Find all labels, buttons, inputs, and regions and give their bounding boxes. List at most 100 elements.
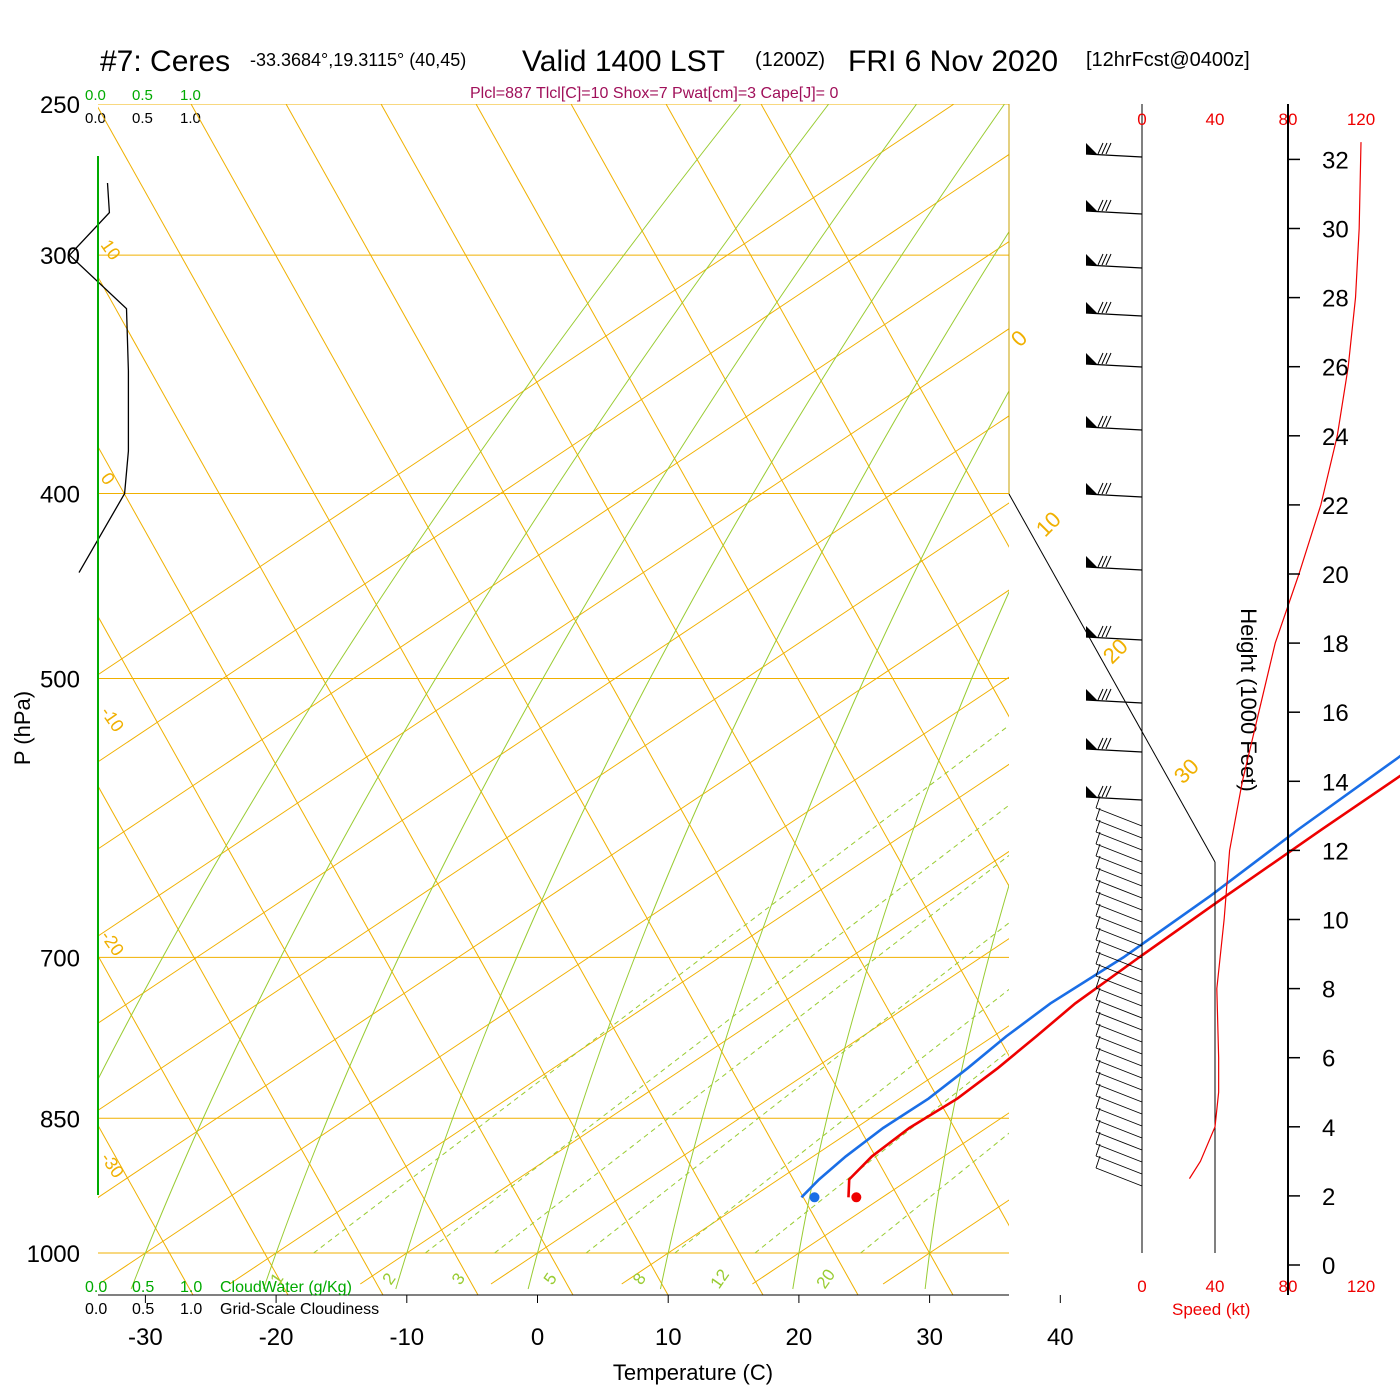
cloudwater-scale-top: 0.0 0.5 1.0 <box>85 87 201 104</box>
diagonal-line <box>0 45 3 1295</box>
dry-adiabat-line <box>659 390 1009 1290</box>
mixing-ratio-label: 12 <box>707 1266 733 1292</box>
isotherm-label: -20 <box>97 927 128 960</box>
temperature-tick-label: 0 <box>531 1324 544 1351</box>
cloudwater-tick-top: 0.0 <box>85 87 106 104</box>
diagonal-line <box>475 104 1009 1057</box>
wind-barb-flag <box>1095 807 1101 821</box>
wind-barb-shaft <box>1095 1119 1143 1139</box>
wind-barb-flag <box>1097 253 1104 266</box>
wind-barb-shaft <box>1095 819 1143 839</box>
wind-barb-flag <box>1101 142 1108 155</box>
isotherm-label: 0 <box>1006 325 1032 351</box>
wind-barb-flag <box>1105 625 1112 638</box>
dry-adiabat-line <box>130 104 830 1290</box>
wind-barb-flag <box>1105 785 1112 798</box>
isotherm-label: -10 <box>97 703 128 736</box>
temperature-surface-point <box>851 1192 862 1203</box>
mixing-ratio-line <box>585 922 1009 1254</box>
temperature-tick-label: -30 <box>128 1324 163 1351</box>
wind-barb-flag <box>1105 142 1112 155</box>
pressure-tick-label: 700 <box>40 945 80 972</box>
wind-barb-pennant <box>1086 143 1097 154</box>
wind-barb-shaft <box>1095 843 1143 863</box>
wind-barb-pennant <box>1086 483 1097 494</box>
cloudwater-tick-bottom: 0.5 <box>132 1279 154 1296</box>
wind-barb-shaft <box>1095 963 1143 983</box>
wind-barb-flag <box>1101 625 1108 638</box>
isotherm-line <box>98 589 1009 1199</box>
wind-barb-flag <box>1095 1095 1101 1109</box>
wind-barb-flag <box>1095 795 1101 809</box>
isotherm-line <box>98 104 955 676</box>
cloudiness-tick-bottom: 0.5 <box>132 1301 154 1318</box>
wind-barb-pennant <box>1086 556 1097 567</box>
wind-barb-shaft <box>1095 1143 1143 1163</box>
wind-barb-flag <box>1095 1035 1101 1049</box>
pressure-tick-label: 400 <box>40 482 80 509</box>
isotherm-line <box>98 676 1009 1285</box>
isotherm-line <box>621 1025 1009 1285</box>
diagonal-line <box>98 785 384 1295</box>
isotherm-line <box>98 328 1009 937</box>
speed-axis-title: Speed (kt) <box>1172 1300 1250 1319</box>
wind-barb-pennant <box>1086 786 1097 797</box>
wind-barb-shaft <box>1095 1155 1143 1175</box>
wind-barb-flag <box>1095 963 1101 977</box>
speed-tick-label-top: 0 <box>1137 110 1146 129</box>
wind-barb-shaft <box>1095 879 1143 899</box>
height-tick-label: 6 <box>1322 1046 1335 1073</box>
isotherm-label: 30 <box>1169 754 1204 789</box>
wind-barb-flag <box>1105 555 1112 568</box>
cloudwater-tick-bottom: 0.0 <box>85 1279 107 1296</box>
height-axis-title: Height (1000 Feet) <box>1236 608 1261 791</box>
mixing-ratio-line <box>313 724 1009 1254</box>
isotherm-line <box>1145 104 1400 1284</box>
wind-barb-flag <box>1101 253 1108 266</box>
wind-barb-flag <box>1101 301 1108 314</box>
wind-barb-pennant <box>1086 626 1097 637</box>
wind-barb-shaft <box>1095 1011 1143 1031</box>
wind-barb-shaft <box>1085 566 1143 571</box>
wind-barb-shaft <box>1095 939 1143 959</box>
wind-barb-flag <box>1095 903 1101 917</box>
cloudwater-scale-bottom: 0.0 0.5 1.0 CloudWater (g/Kg) <box>85 1279 352 1296</box>
diagonal-line <box>570 104 1009 888</box>
wind-barb-shaft <box>1085 699 1143 704</box>
temperature-profile <box>847 774 1400 1198</box>
wind-barb-flag <box>1105 352 1112 365</box>
wind-barb-shaft <box>1085 493 1143 498</box>
speed-tick-label-bottom: 40 <box>1206 1277 1225 1296</box>
height-tick-label: 12 <box>1322 838 1349 865</box>
wind-barb-flag <box>1095 819 1101 833</box>
diagonal-line <box>760 104 1009 548</box>
wind-barb-pennant <box>1086 254 1097 265</box>
wind-barb-flag <box>1097 688 1104 701</box>
valid-time: Valid 1400 LST <box>522 45 725 78</box>
isotherm-line <box>1014 104 1400 1284</box>
wind-barb-flag <box>1095 1047 1101 1061</box>
wind-barb-flag <box>1097 555 1104 568</box>
wind-barb-shaft <box>1085 312 1143 317</box>
dry-adiabat-line <box>262 104 918 1290</box>
wind-barb-shaft <box>1085 636 1143 641</box>
dry-adiabat-line <box>98 104 742 1081</box>
forecast-date: FRI 6 Nov 2020 <box>848 45 1058 78</box>
wind-barb-shaft <box>1095 807 1143 827</box>
wind-barb-pennant <box>1086 200 1097 211</box>
isotherm-label: 0 <box>97 469 119 489</box>
dewpoint-surface-point <box>809 1192 820 1203</box>
temperature-tick-label: -20 <box>259 1324 294 1351</box>
diagonal-line <box>380 104 1009 1227</box>
wind-barb-shaft <box>1085 426 1143 431</box>
isotherm-label: 10 <box>97 236 125 264</box>
wind-barb-flag <box>1097 415 1104 428</box>
wind-barb-flag <box>1101 199 1108 212</box>
wind-barb-flag <box>1095 975 1101 989</box>
wind-barb-flag <box>1101 352 1108 365</box>
cloudiness-tick-top: 0.0 <box>85 110 106 127</box>
wind-barb-flag <box>1095 831 1101 845</box>
isotherm-line <box>98 153 1009 763</box>
diagonal-line <box>98 106 764 1295</box>
